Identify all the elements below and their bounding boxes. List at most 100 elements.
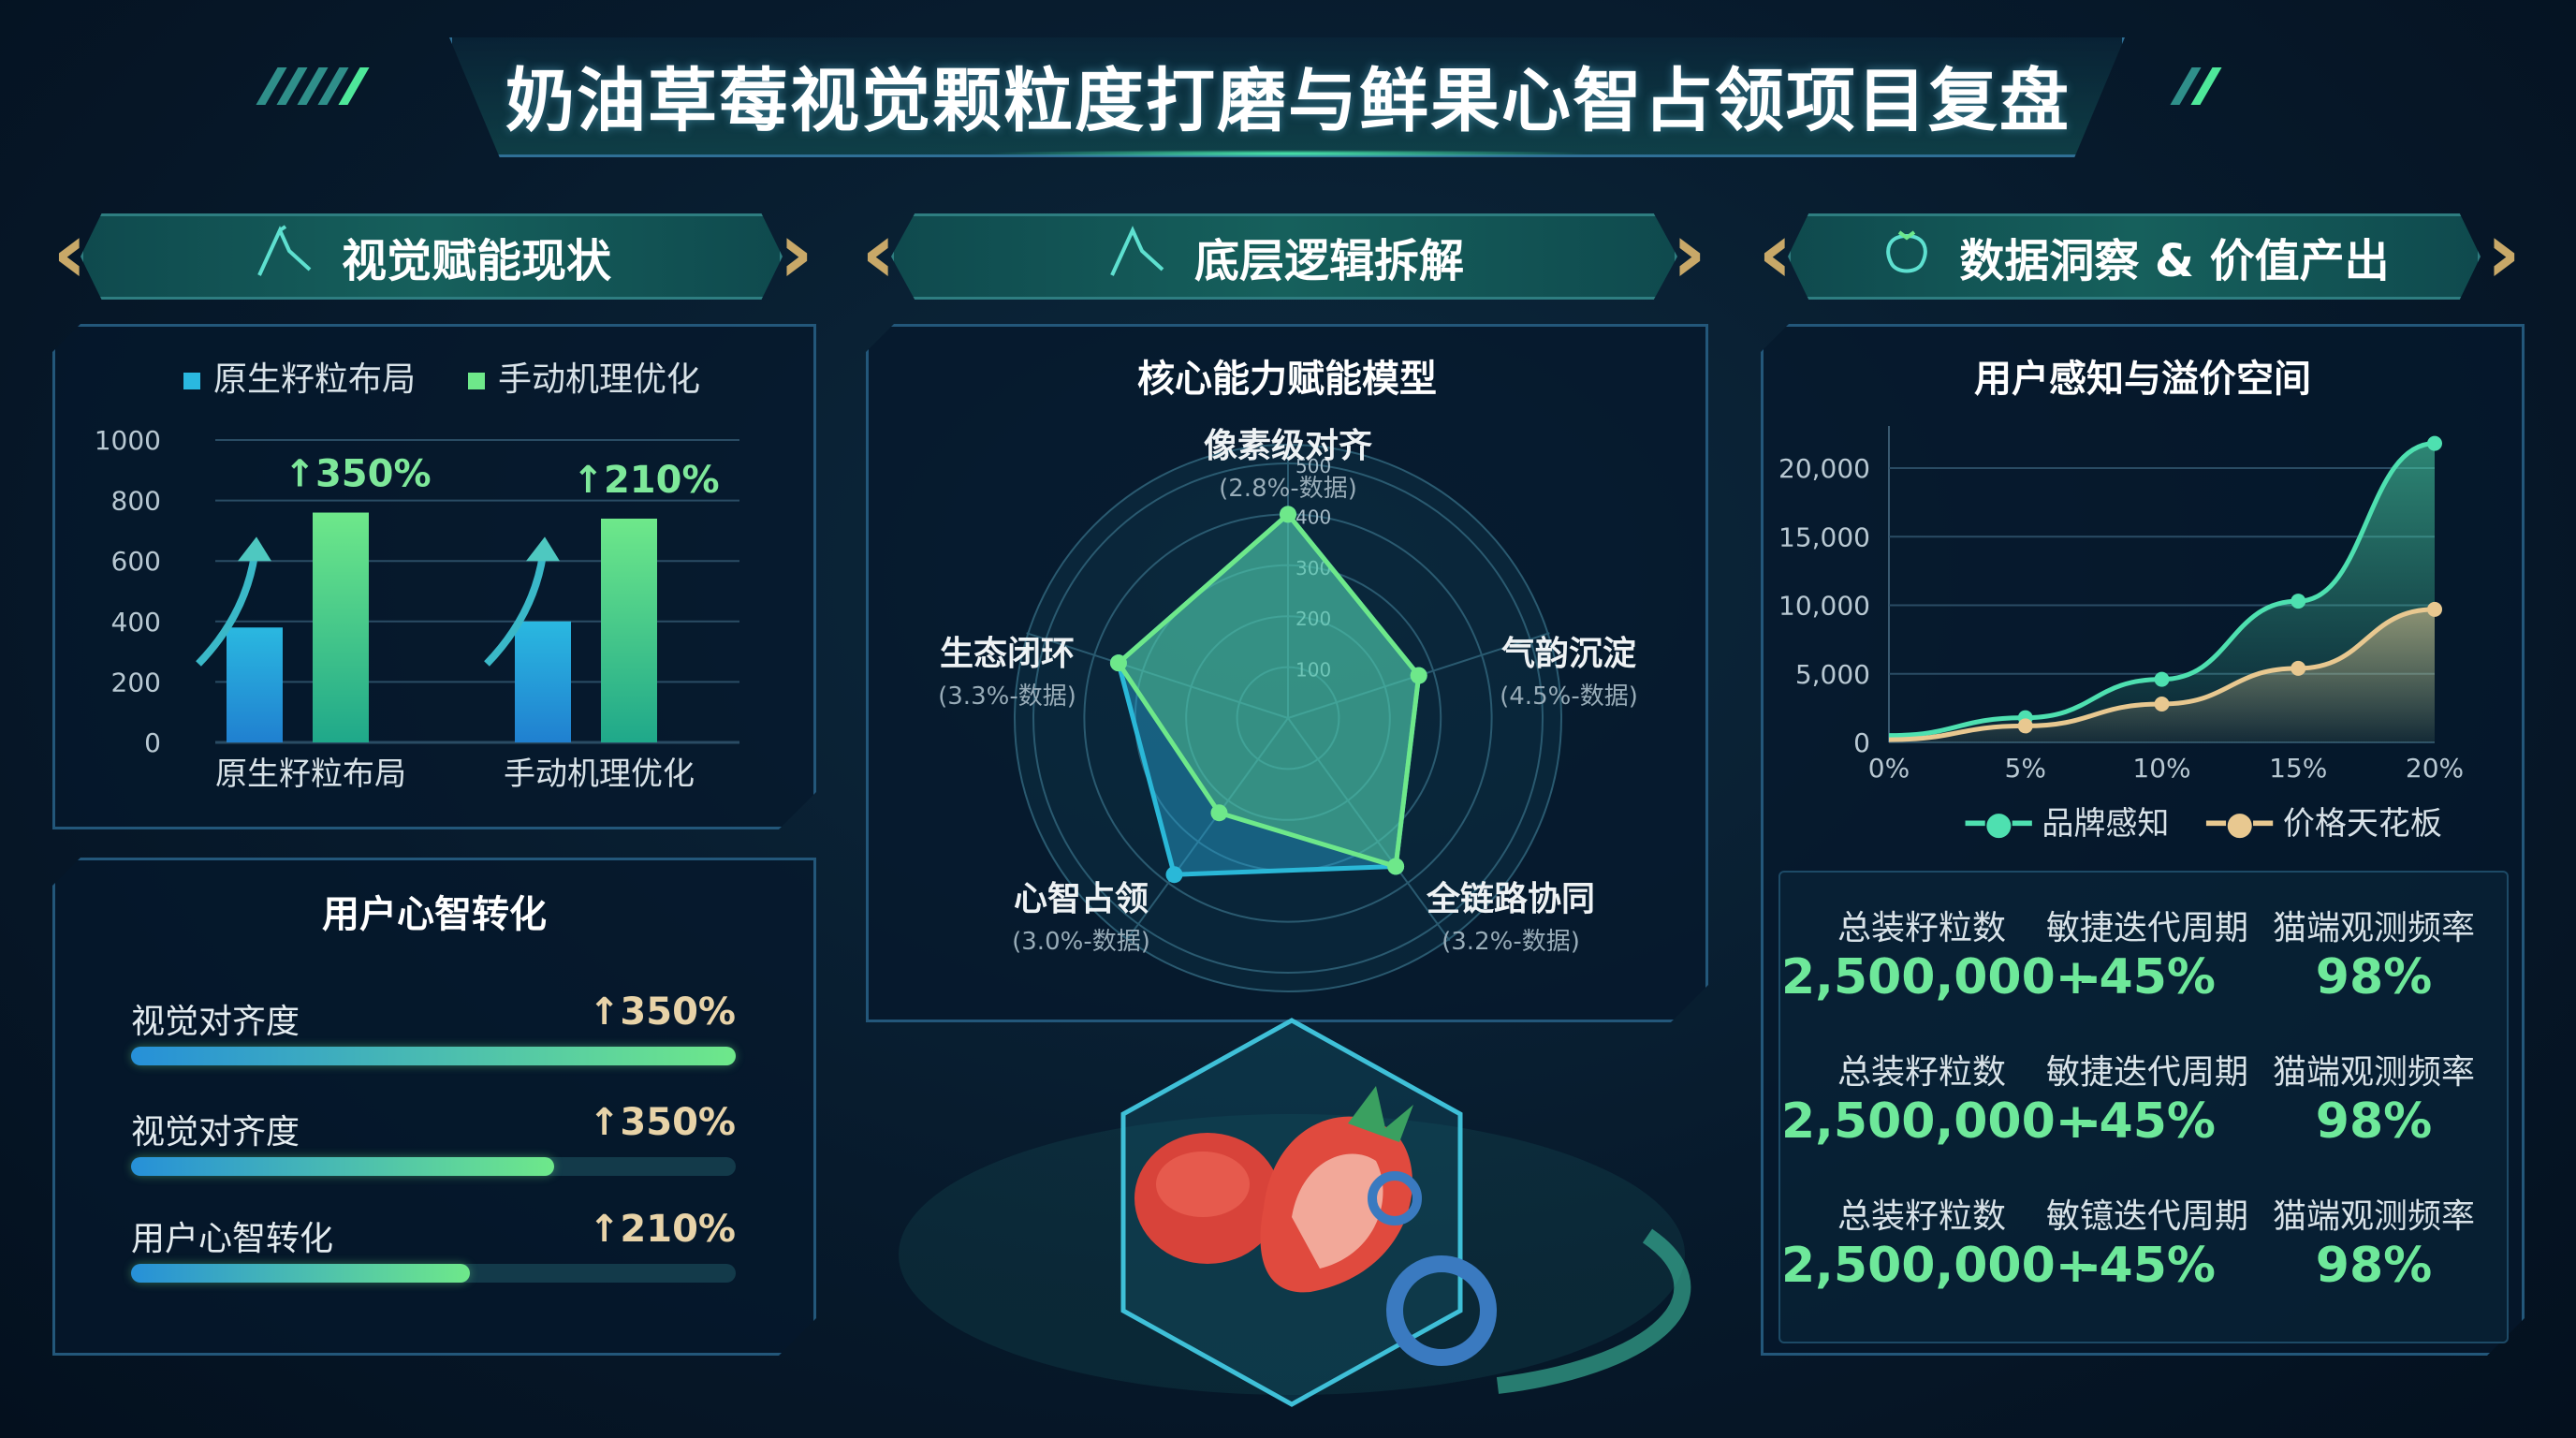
section-title: 视觉赋能现状 (341, 235, 611, 287)
page-title: 奶油草莓视觉颗粒度打磨与鲜果心智占领项目复盘 (505, 61, 2071, 141)
legend-swatch (183, 373, 200, 389)
bar (313, 512, 369, 742)
radar-axis (1287, 717, 1451, 942)
trend-arrow-icon (484, 554, 547, 667)
stat-label: 敏镱迭代周期 (2045, 1197, 2248, 1236)
chevron-left-icon: ‹ (861, 204, 897, 302)
bar (515, 621, 571, 742)
stat-label: 猫端观测频率 (2272, 909, 2475, 947)
progress-fill (131, 1047, 736, 1065)
radar-axis-sublabel: (3.3%-数据) (938, 682, 1076, 711)
stat-label: 总装籽粒数 (1837, 1197, 2006, 1236)
data-point (2017, 718, 2033, 734)
title-glow (983, 150, 1591, 157)
radar-point (1280, 506, 1296, 523)
progress-value: ↑350% (588, 990, 736, 1034)
y-tick-label: 1000 (95, 425, 161, 456)
x-category-label: 原生籽粒布局 (215, 756, 406, 793)
trend-arrow-head (526, 536, 560, 562)
bar (227, 627, 283, 742)
data-point (2427, 435, 2442, 451)
stat-value: 2,500,000+ (1781, 1093, 2097, 1150)
radar-axis-sublabel: (2.8%-数据) (1219, 475, 1357, 503)
trend-arrow-icon (196, 554, 258, 667)
x-tick-label: 10% (2132, 753, 2190, 784)
series-line (1888, 441, 2436, 739)
legend-item: 原生籽粒布局 (183, 352, 416, 401)
data-point (2154, 696, 2170, 712)
radar-axis-label: 气韵沉淀 (1501, 635, 1636, 673)
x-tick-label: 5% (2005, 753, 2046, 784)
radar-point (1109, 654, 1127, 672)
bar-annotation: ↑350% (284, 453, 431, 496)
legend-item: ━●━ 价格天花板 (2206, 805, 2442, 843)
progress-label: 视觉对齐度 (131, 1113, 300, 1152)
section-header-logic: 底层逻辑拆解 (891, 213, 1677, 300)
y-tick-label: 10,000 (1778, 591, 1870, 622)
section-header-visual: 视觉赋能现状 (80, 213, 783, 300)
radar-axis (1125, 717, 1289, 942)
area-legend: ━●━ 品牌感知 ━●━ 价格天花板 (1966, 798, 2442, 844)
radar-axis-sublabel: (4.5%-数据) (1500, 682, 1638, 711)
gear-icon (1368, 1171, 1497, 1366)
stat-value: -45% (2078, 949, 2217, 1005)
trend-arrow-head (238, 536, 271, 562)
stat-value: 2,500,000+ (1781, 949, 2097, 1005)
y-tick-label: 800 (111, 486, 161, 517)
stat-label: 敏捷迭代周期 (2045, 1053, 2248, 1092)
data-point (2154, 671, 2170, 687)
x-tick-label: 20% (2406, 753, 2464, 784)
stat-value: -45% (2078, 1238, 2217, 1294)
radar-point (1210, 804, 1228, 822)
y-tick-label: 0 (144, 727, 161, 758)
mind-panel-title: 用户心智转化 (322, 893, 547, 936)
progress-value: ↑210% (588, 1208, 736, 1251)
y-tick-label: 200 (111, 667, 161, 697)
data-point (2291, 594, 2306, 609)
title-frame (449, 37, 2125, 157)
bar (601, 518, 657, 742)
legend-item: ━●━ 品牌感知 (1966, 805, 2170, 843)
stat-value: 98% (2315, 949, 2433, 1005)
section-title: 底层逻辑拆解 (1193, 235, 1464, 287)
progress-bar (131, 1157, 736, 1176)
radar-axis-label: 像素级对齐 (1204, 427, 1372, 465)
radar-axis-sublabel: (3.2%-数据) (1442, 928, 1580, 956)
stat-label: 总装籽粒数 (1837, 1053, 2006, 1092)
bar-annotation: ↑210% (572, 459, 719, 502)
radar-tick-label: 500 (1295, 455, 1331, 477)
brush-icon (252, 223, 317, 290)
area-chart-title: 用户感知与溢价空间 (1974, 358, 2311, 401)
progress-bar (131, 1264, 736, 1283)
y-tick-label: 600 (111, 546, 161, 577)
progress-fill (131, 1264, 470, 1283)
radar-axis-label: 全链路协同 (1426, 879, 1595, 918)
stat-label: 猫端观测频率 (2272, 1053, 2475, 1092)
y-tick-label: 5,000 (1795, 659, 1870, 690)
stat-value: 98% (2315, 1093, 2433, 1150)
section-title: 数据洞察 & 价值产出 (1959, 235, 2390, 287)
radar-title: 核心能力赋能模型 (1137, 358, 1437, 401)
radar-point (1165, 866, 1183, 884)
y-tick-label: 400 (111, 607, 161, 638)
data-point (2427, 601, 2442, 617)
radar-point (1387, 858, 1405, 875)
y-tick-label: 0 (1853, 727, 1870, 758)
radar-axis (1026, 632, 1289, 719)
progress-label: 视觉对齐度 (131, 1003, 300, 1041)
chevron-right-icon: › (2486, 204, 2522, 302)
legend-label: 原生籽粒布局 (213, 360, 417, 399)
chevron-left-icon: ‹ (52, 204, 88, 302)
stat-value: -45% (2078, 1093, 2217, 1150)
stat-value: 98% (2315, 1238, 2433, 1294)
radar-tick-label: 200 (1295, 608, 1331, 630)
radar-point (1410, 667, 1427, 684)
strawberry-icon (1879, 223, 1935, 290)
stats-box (1778, 871, 2509, 1343)
legend-label: 价格天花板 (2282, 805, 2442, 843)
y-tick-label: 20,000 (1778, 453, 1870, 484)
x-category-label: 手动机理优化 (504, 756, 695, 793)
y-tick-label: 15,000 (1778, 521, 1870, 552)
chevron-right-icon: › (779, 204, 814, 302)
